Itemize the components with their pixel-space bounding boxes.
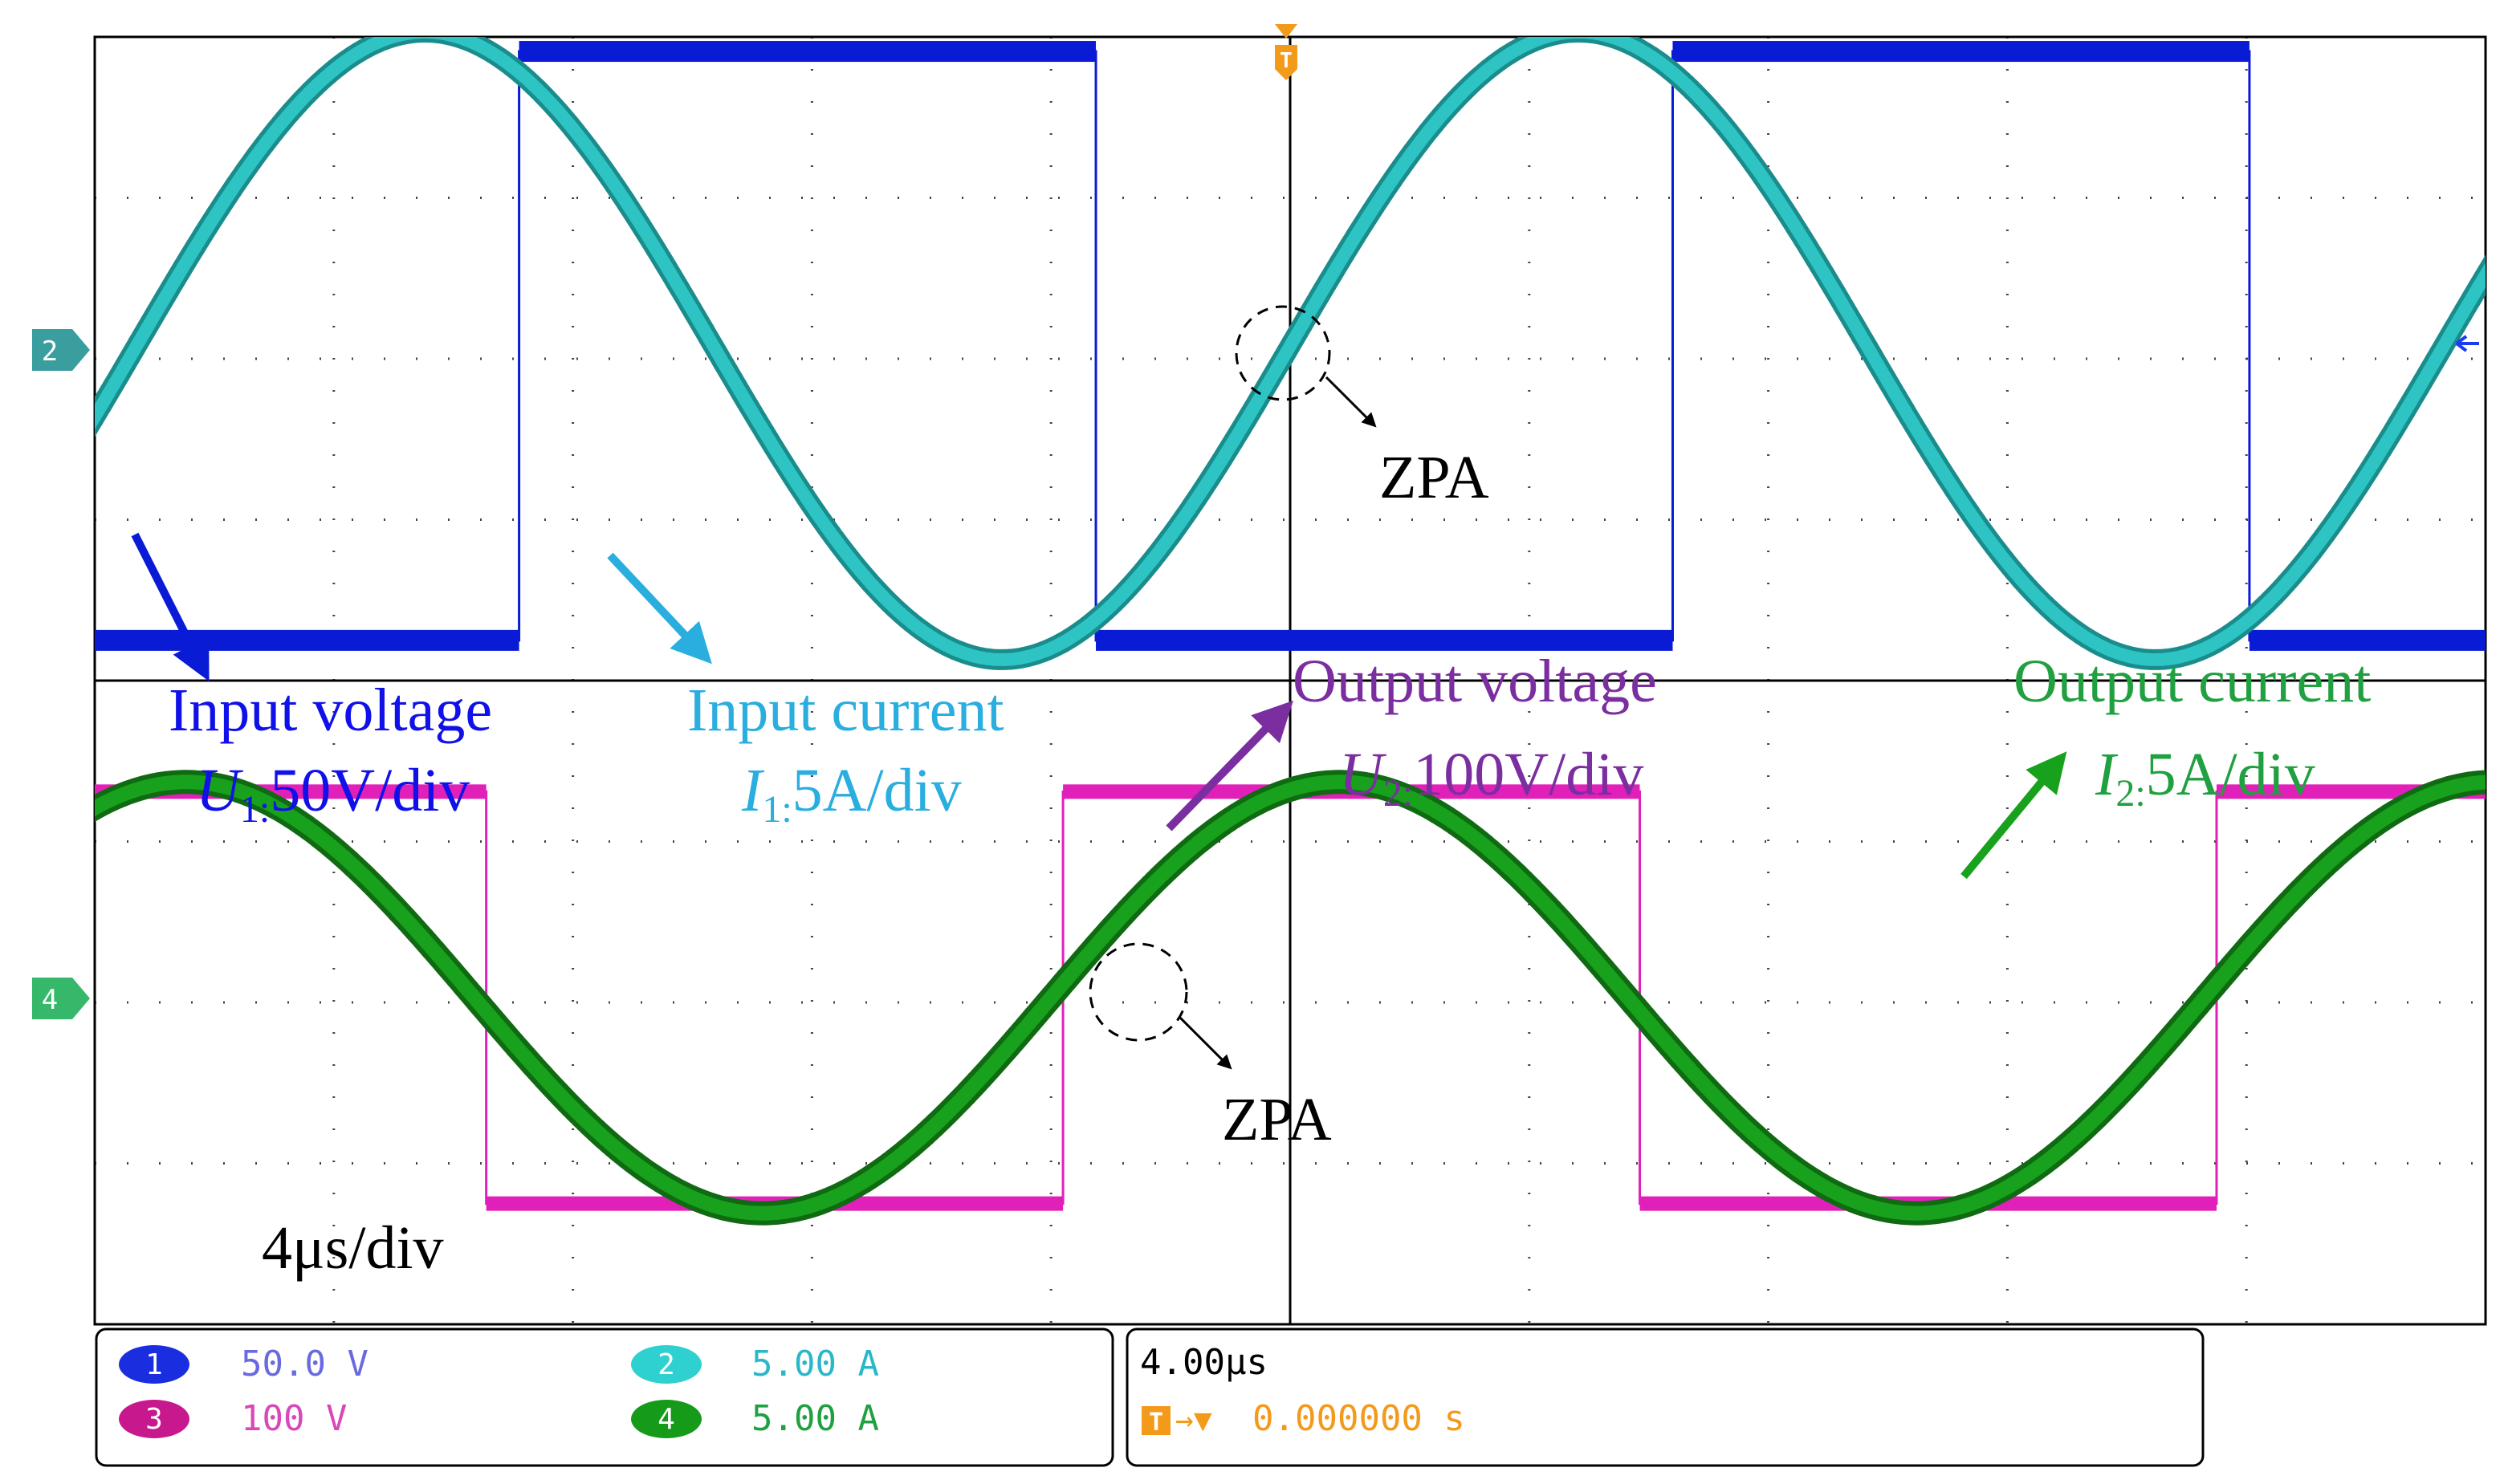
output-voltage-arrow bbox=[1166, 700, 1293, 831]
input-voltage-scale: U1:50V/div bbox=[196, 757, 470, 831]
output-current-label: Output current bbox=[2013, 648, 2371, 715]
ch4-marker-label: 4 bbox=[42, 984, 58, 1016]
trace-input-voltage-plateau bbox=[95, 629, 519, 651]
ch3-number: 3 bbox=[145, 1403, 163, 1436]
output-current-arrow bbox=[1960, 751, 2067, 880]
trigger-time: 0.000000 s bbox=[1252, 1398, 1465, 1439]
input-voltage-arrow bbox=[131, 532, 210, 681]
ch3-value: 100 V bbox=[241, 1398, 347, 1439]
status-bar: 1 50.0 V 2 5.00 A 3 100 V 4 5.00 A 4.00μ… bbox=[95, 1327, 2205, 1467]
trace-input-voltage-plateau bbox=[2249, 629, 2486, 651]
trace-input-voltage-plateau bbox=[1672, 41, 2250, 63]
zpa-circle-bottom bbox=[1089, 942, 1188, 1042]
graticule bbox=[95, 37, 2486, 1324]
zpa-label-bottom: ZPA bbox=[1222, 1086, 1332, 1153]
input-voltage-label: Input voltage bbox=[169, 677, 492, 744]
trigger-icon bbox=[1142, 1406, 1171, 1435]
ch4-number: 4 bbox=[658, 1403, 675, 1436]
output-current-scale: I2:5A/div bbox=[2095, 741, 2315, 815]
input-current-arrow bbox=[607, 552, 712, 665]
zpa-arrow-top bbox=[1325, 376, 1377, 428]
ch1-value: 50.0 V bbox=[241, 1344, 368, 1384]
timebase-label: 4μs/div bbox=[262, 1214, 444, 1282]
ch2-marker: 2 bbox=[32, 329, 90, 371]
trigger-arrow: →▼ bbox=[1175, 1402, 1212, 1437]
plot-frame bbox=[93, 35, 2487, 1326]
timebase-status-panel bbox=[1126, 1327, 2205, 1467]
channel-status-panel bbox=[95, 1327, 1114, 1467]
output-voltage-label: Output voltage bbox=[1293, 648, 1657, 715]
ch3-badge[interactable] bbox=[119, 1400, 189, 1438]
ch2-badge[interactable] bbox=[631, 1345, 702, 1384]
ch1-number: 1 bbox=[145, 1348, 163, 1381]
trigger-icon-label: T bbox=[1149, 1409, 1163, 1437]
trace-output-current bbox=[95, 775, 2486, 1221]
ch1-badge[interactable] bbox=[119, 1345, 189, 1384]
ch4-badge[interactable] bbox=[631, 1400, 702, 1438]
zpa-circle-top bbox=[1235, 305, 1331, 401]
ch1-right-arrow-icon bbox=[2455, 335, 2479, 352]
trace-input-voltage-plateau bbox=[519, 41, 1097, 63]
trace-input-current bbox=[95, 37, 2486, 666]
trigger-marker: T bbox=[1275, 24, 1297, 80]
output-voltage-scale: U2:100V/div bbox=[1339, 741, 1643, 815]
ch2-number: 2 bbox=[658, 1348, 675, 1381]
ch4-value: 5.00 A bbox=[751, 1398, 879, 1439]
input-current-scale: I1:5A/div bbox=[741, 757, 962, 831]
zpa-label-top: ZPA bbox=[1379, 444, 1489, 511]
trigger-label: T bbox=[1280, 49, 1293, 73]
input-current-label: Input current bbox=[687, 677, 1004, 744]
trace-input-voltage-plateau bbox=[1096, 629, 1673, 651]
zpa-arrow-bottom bbox=[1179, 1016, 1232, 1070]
ch4-marker: 4 bbox=[32, 978, 90, 1019]
traces bbox=[95, 37, 2486, 1226]
ch2-marker-label: 2 bbox=[42, 335, 58, 368]
trace-input-voltage-edges bbox=[95, 50, 2486, 642]
timebase-value: 4.00μs bbox=[1140, 1342, 1268, 1383]
ch2-value: 5.00 A bbox=[751, 1344, 879, 1384]
